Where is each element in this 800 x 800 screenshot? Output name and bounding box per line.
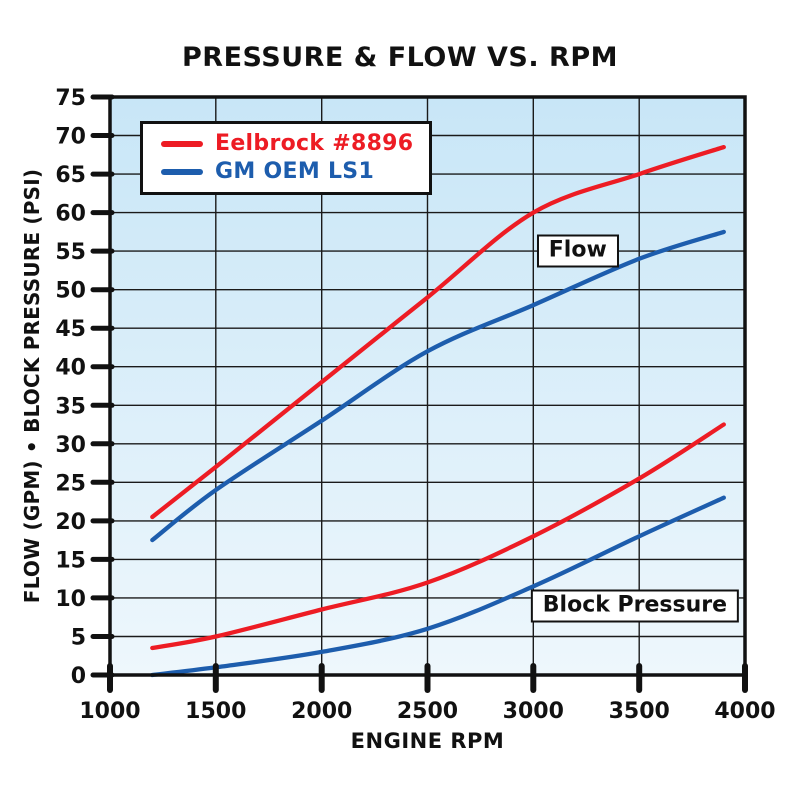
y-tick-label-50: 50 [55,279,86,304]
legend-label-gm-oem-ls1: GM OEM LS1 [215,159,375,185]
y-tick-label-60: 60 [55,202,86,227]
x-tick-label-1000: 1000 [79,699,140,724]
legend-label-eelbrock: Eelbrock #8896 [215,131,414,156]
y-tick-label-10: 10 [55,587,86,612]
curve-block-pressure-gm-oem-ls1 [150,495,726,678]
y-tick-label-75: 75 [55,86,86,111]
y-tick-label-45: 45 [55,317,86,342]
y-tick-label-15: 15 [55,548,86,573]
annotation-block-pressure: Block Pressure [530,589,740,623]
curve-block-pressure-eelbrock-8896 [150,422,726,651]
curve-flow-gm-oem-ls1 [150,229,726,543]
y-tick-label-30: 30 [55,433,86,458]
x-tick-label-4000: 4000 [714,699,775,724]
y-tick-label-0: 0 [71,664,86,689]
y-tick-label-35: 35 [55,394,86,419]
legend-item-eelbrock: Eelbrock #8896 [161,131,414,156]
y-tick-label-25: 25 [55,471,86,496]
x-axis-title: ENGINE RPM [350,729,505,753]
y-tick-label-20: 20 [55,510,86,535]
x-tick-label-3500: 3500 [609,699,670,724]
y-tick-label-40: 40 [55,356,86,381]
x-tick-label-2000: 2000 [291,699,352,724]
y-tick-label-5: 5 [71,626,86,651]
annotation-flow: Flow [536,234,619,268]
y-tick-label-70: 70 [55,125,86,150]
x-tick-label-1500: 1500 [185,699,246,724]
curve-flow-eelbrock-8896 [150,144,726,520]
y-tick-label-65: 65 [55,163,86,188]
x-tick-label-3000: 3000 [503,699,564,724]
y-tick-label-55: 55 [55,240,86,265]
legend-swatch-blue-line [161,169,203,176]
x-tick-label-2500: 2500 [397,699,458,724]
legend-swatch-red-line [161,141,203,148]
y-axis-title: FLOW (GPM) • BLOCK PRESSURE (PSI) [20,168,44,604]
chart-title: PRESSURE & FLOW VS. RPM [182,42,618,73]
legend-item-gm-oem-ls1: GM OEM LS1 [161,159,413,185]
legend: Eelbrock #8896 GM OEM LS1 [140,121,433,196]
